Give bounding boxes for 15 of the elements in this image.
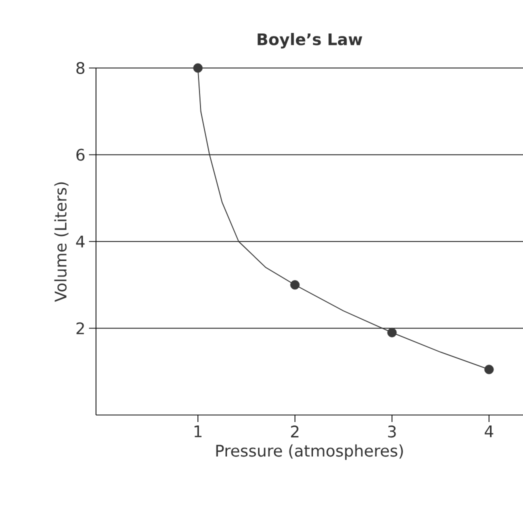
x-tick-label: 2 [291, 426, 298, 438]
x-tick-label: 3 [388, 426, 396, 438]
y-axis-title: Volume (Liters) [54, 182, 68, 302]
y-tick-label: 2 [76, 322, 84, 334]
x-axis-title: Pressure (atmospheres) [216, 444, 403, 460]
y-tick-label: 4 [76, 236, 85, 248]
point [387, 328, 397, 338]
point [193, 63, 203, 73]
y-tick-label: 8 [76, 62, 84, 74]
chart-title: Boyle’s Law [258, 32, 362, 49]
point [484, 364, 494, 374]
y-tick-label: 6 [76, 148, 84, 161]
x-tick-label: 1 [194, 426, 202, 438]
point [290, 280, 300, 290]
x-tick-label: 4 [484, 426, 494, 438]
